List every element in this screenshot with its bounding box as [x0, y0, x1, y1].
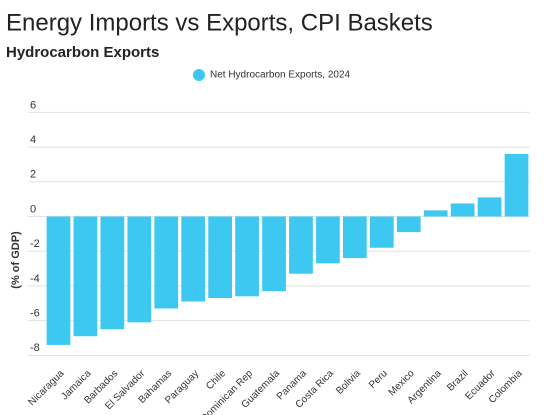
bar [154, 216, 179, 309]
y-tick-label: 6 [30, 99, 36, 111]
x-tick-label: Chile [204, 368, 228, 392]
y-tick-label: -6 [30, 308, 40, 320]
bar [181, 216, 206, 302]
bar [208, 216, 232, 299]
bar [450, 203, 475, 217]
bar [262, 216, 286, 292]
bar [423, 210, 448, 217]
y-tick-label: 4 [30, 134, 36, 146]
bar [235, 216, 259, 297]
legend-label: Net Hydrocarbon Exports, 2024 [210, 70, 351, 81]
x-tick-label: Nicaragua [26, 368, 66, 408]
legend-swatch [193, 69, 205, 81]
bar [504, 154, 529, 217]
bar [100, 216, 125, 330]
bar [343, 216, 367, 259]
bar [316, 216, 340, 264]
chart-subtitle: Hydrocarbon Exports [6, 44, 159, 61]
bar [477, 197, 502, 217]
bar [46, 216, 71, 345]
x-tick-label: Bolivia [334, 368, 363, 397]
y-tick-label: -4 [30, 273, 40, 285]
y-tick-label: 0 [30, 203, 36, 215]
bar [73, 216, 98, 337]
x-tick-label: Peru [367, 368, 390, 391]
bar [369, 216, 394, 248]
bar [289, 216, 313, 274]
y-tick-label: -8 [30, 342, 40, 354]
y-tick-label: -2 [30, 238, 40, 250]
y-tick-label: 2 [30, 169, 36, 181]
y-axis-label: (% of GDP) [10, 231, 22, 289]
bar [127, 216, 152, 323]
chart-title: Energy Imports vs Exports, CPI Baskets [6, 9, 433, 36]
bar [396, 216, 421, 233]
